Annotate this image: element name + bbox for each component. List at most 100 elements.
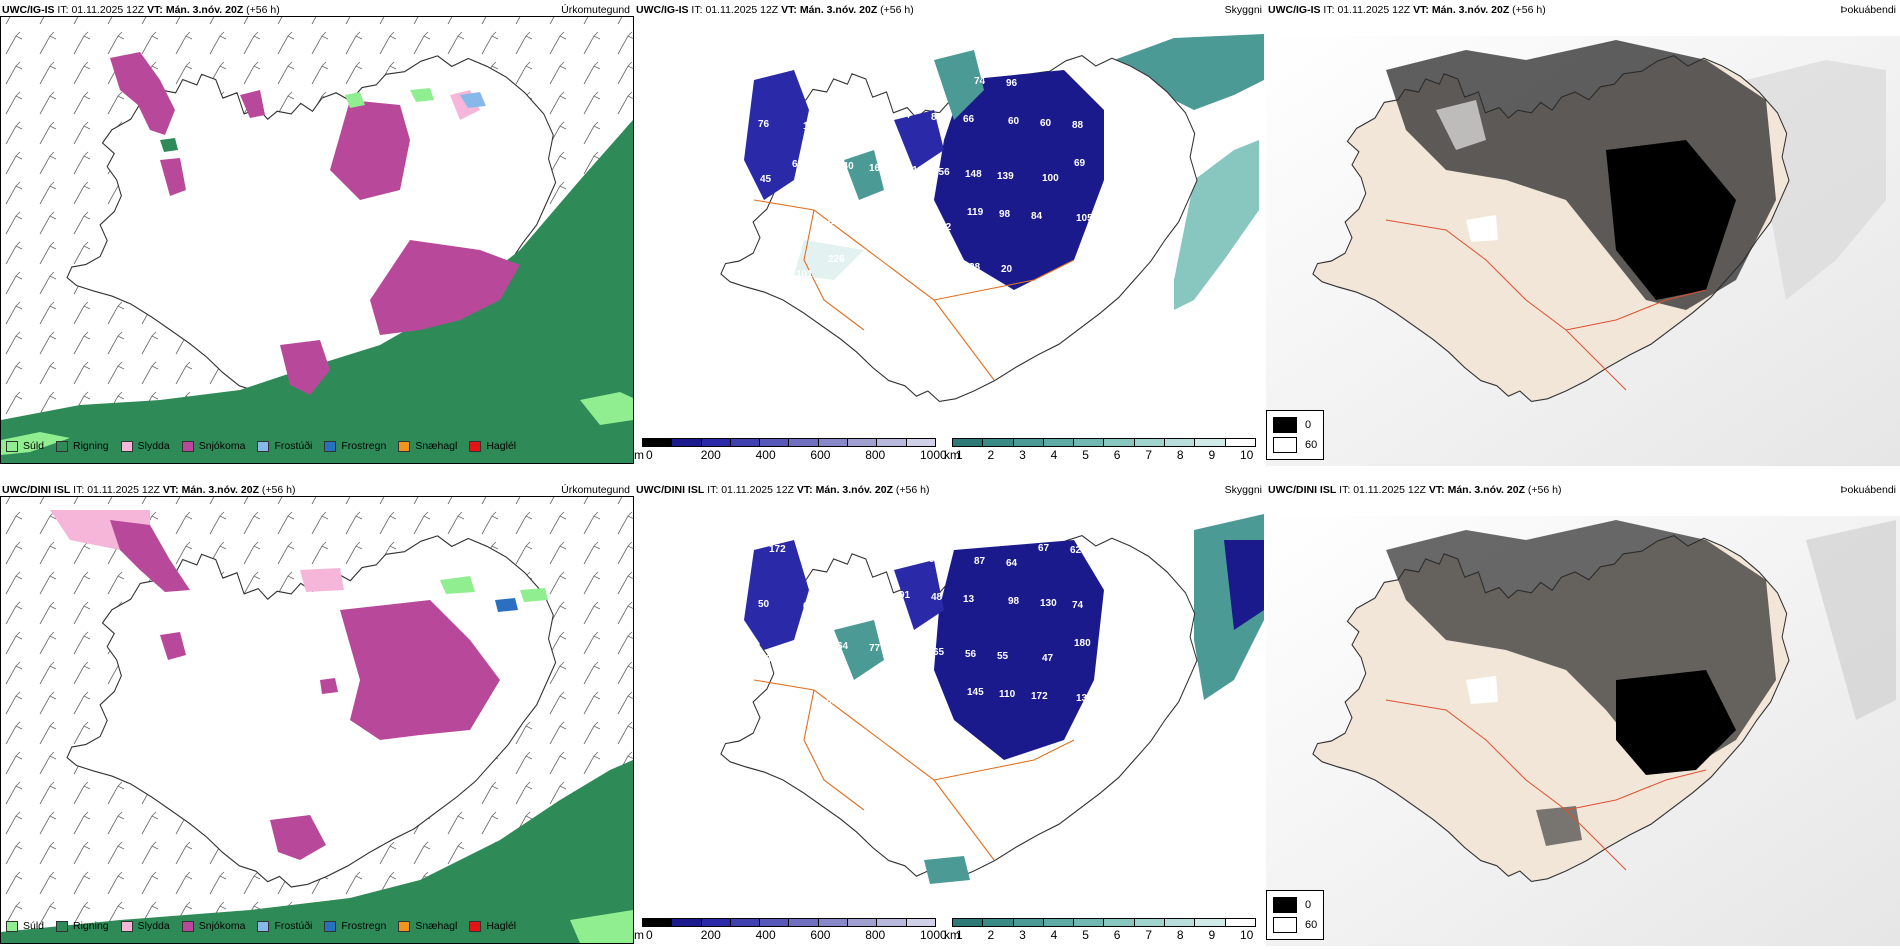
snow-height-label: 98 xyxy=(929,554,941,565)
snow-height-label: 64 xyxy=(837,641,849,652)
legend-label: Slydda xyxy=(137,920,170,932)
snow-height-label: 60 xyxy=(1040,118,1052,129)
snow-height-label: 110 xyxy=(999,689,1016,700)
legend-label: Frostúði xyxy=(274,920,313,932)
snow-height-label: 81 xyxy=(1104,602,1116,613)
legend-item-súld: Súld xyxy=(6,440,44,452)
snow-height-label: 47 xyxy=(1106,640,1118,651)
snow-height-label: 118 xyxy=(794,694,811,705)
legend-swatch xyxy=(257,920,270,932)
snow-height-label: 100 xyxy=(903,700,920,711)
legend-item-súld: Súld xyxy=(6,920,44,932)
snow-height-label: 226 xyxy=(828,254,845,265)
legend-label: Frostregn xyxy=(341,920,387,932)
colorbar-tick: 8 xyxy=(1176,448,1184,462)
panel-name: Skyggni xyxy=(1224,484,1262,496)
legend-item-haglél: Haglél xyxy=(469,920,516,932)
snow-height-label: 102 xyxy=(801,546,818,557)
precip-legend: Súld Rigning Slydda Snjókoma Frostúði Frostre… xyxy=(6,440,528,452)
panel-name: Skyggni xyxy=(1224,4,1262,16)
snow-height-label: 25 xyxy=(969,742,981,753)
snow-height-label: 61 xyxy=(728,172,740,183)
snow-height-label: 52 xyxy=(1038,63,1050,74)
snow-height-label: 150 xyxy=(860,736,877,747)
snow-height-label: 91 xyxy=(899,590,911,601)
fog-scale-item: 0 xyxy=(1273,417,1311,433)
colorbar-tick: 9 xyxy=(1208,448,1216,462)
snow-height-label: 145 xyxy=(967,687,984,698)
snow-height-label: 116 xyxy=(826,216,843,227)
colorbar-tick: 6 xyxy=(1113,928,1121,942)
snow-height-label: 172 xyxy=(769,544,786,555)
colorbar-tick: 3 xyxy=(1019,928,1026,942)
snow-height-label: 60 xyxy=(897,552,909,563)
legend-item-snæhagl: Snæhagl xyxy=(398,440,457,452)
legend-swatch xyxy=(324,440,337,452)
snow-height-label: 94 xyxy=(871,218,883,229)
colorbar-tick: 7 xyxy=(1145,928,1153,942)
snow-height-label: 89 xyxy=(801,66,813,77)
visibility-map: 96 102 89 140 113 119 51 74 96 52 10 44 74 76 103 47 99 9… xyxy=(720,34,1264,403)
snow-height-label: 102 xyxy=(769,64,786,75)
colorbar-tick: 7 xyxy=(1145,448,1153,462)
snow-height-label: 81 xyxy=(1106,160,1118,171)
snow-height-label: 156 xyxy=(933,167,950,178)
colorbar-strip xyxy=(952,918,1256,927)
colorbar-strip xyxy=(952,438,1256,447)
legend-label: Haglél xyxy=(486,920,517,932)
snow-height-label: 98 xyxy=(999,209,1011,220)
snow-height-label: 88 xyxy=(935,702,947,713)
snow-height-label: 69 xyxy=(792,639,804,650)
fog-scale-item: 60 xyxy=(1273,917,1317,933)
legend-item-haglél: Haglél xyxy=(469,440,516,452)
precip-type-panel-dini: UWC/DINI ISL IT: 01.11.2025 12Z VT: Mán.… xyxy=(0,480,634,950)
panel-name: Úrkomutegund xyxy=(561,4,630,16)
snow-height-label: 81 xyxy=(931,112,943,123)
fog-panel-dini: UWC/DINI ISL IT: 01.11.2025 12Z VT: Mán.… xyxy=(1266,480,1900,950)
snow-height-label: 10 xyxy=(937,260,949,271)
legend-swatch xyxy=(181,440,194,452)
fog-panel-ig: UWC/IG-IS IT: 01.11.2025 12Z VT: Mán. 3.… xyxy=(1266,0,1900,470)
colorbar-tick: 200 xyxy=(700,928,721,942)
colorbar-tick: 1 xyxy=(956,448,963,462)
legend-swatch xyxy=(469,920,482,932)
colorbar-tick: 0 xyxy=(646,448,653,462)
legend-item-snjókoma: Snjókoma xyxy=(181,920,245,932)
legend-swatch xyxy=(257,440,270,452)
legend-swatch xyxy=(120,440,133,452)
panel-title: UWC/IG-IS IT: 01.11.2025 12Z VT: Mán. 3.… xyxy=(636,4,914,16)
snow-height-label: 101 xyxy=(764,747,781,758)
snow-height-label: 105 xyxy=(1076,213,1093,224)
snow-height-label: 130 xyxy=(764,267,781,278)
snow-height-label: 48 xyxy=(931,592,943,603)
snow-height-label: 13 xyxy=(963,594,975,605)
snow-height-label: 144 xyxy=(732,265,749,276)
snow-height-label: 66 xyxy=(963,114,975,125)
snow-height-label: 103 xyxy=(833,548,850,559)
panel-title: UWC/IG-IS IT: 01.11.2025 12Z VT: Mán. 3.… xyxy=(1268,4,1546,16)
legend-swatch xyxy=(181,920,194,932)
colorbar-tick: 3 xyxy=(1019,448,1026,462)
snow-height-label: 151 xyxy=(901,165,918,176)
colorbar-unit: m xyxy=(634,448,644,462)
snow-height-label: 99 xyxy=(867,125,879,136)
legend-item-snjókoma: Snjókoma xyxy=(181,440,245,452)
colorbar-tick: 5 xyxy=(1082,448,1089,462)
colorbar-tick: 200 xyxy=(700,448,721,462)
colorbar-tick: 4 xyxy=(1050,928,1058,942)
colorbar-tick: 400 xyxy=(755,928,776,942)
snow-height-label: 76 xyxy=(758,119,770,130)
legend-label: Frostúði xyxy=(274,440,313,452)
legend-item-rigning: Rigning xyxy=(56,440,109,452)
legend-item-slydda: Slydda xyxy=(120,440,170,452)
snow-height-label: 84 xyxy=(1031,211,1043,222)
colorbar-tick: 800 xyxy=(865,928,886,942)
snow-height-label: 103 xyxy=(803,121,820,132)
precip-legend: Súld Rigning Slydda Snjókoma Frostúði Frostre… xyxy=(6,920,528,932)
snow-height-label: 20 xyxy=(1001,264,1013,275)
snow-height-label: 119 xyxy=(905,258,922,269)
snow-height-label: 73 xyxy=(760,654,772,665)
snow-height-label: 74 xyxy=(726,117,738,128)
precip-type-panel-ig: UWC/IG-IS IT: 01.11.2025 12Z VT: Mán. 3.… xyxy=(0,0,634,470)
colorbar-tick: 6 xyxy=(1113,448,1121,462)
